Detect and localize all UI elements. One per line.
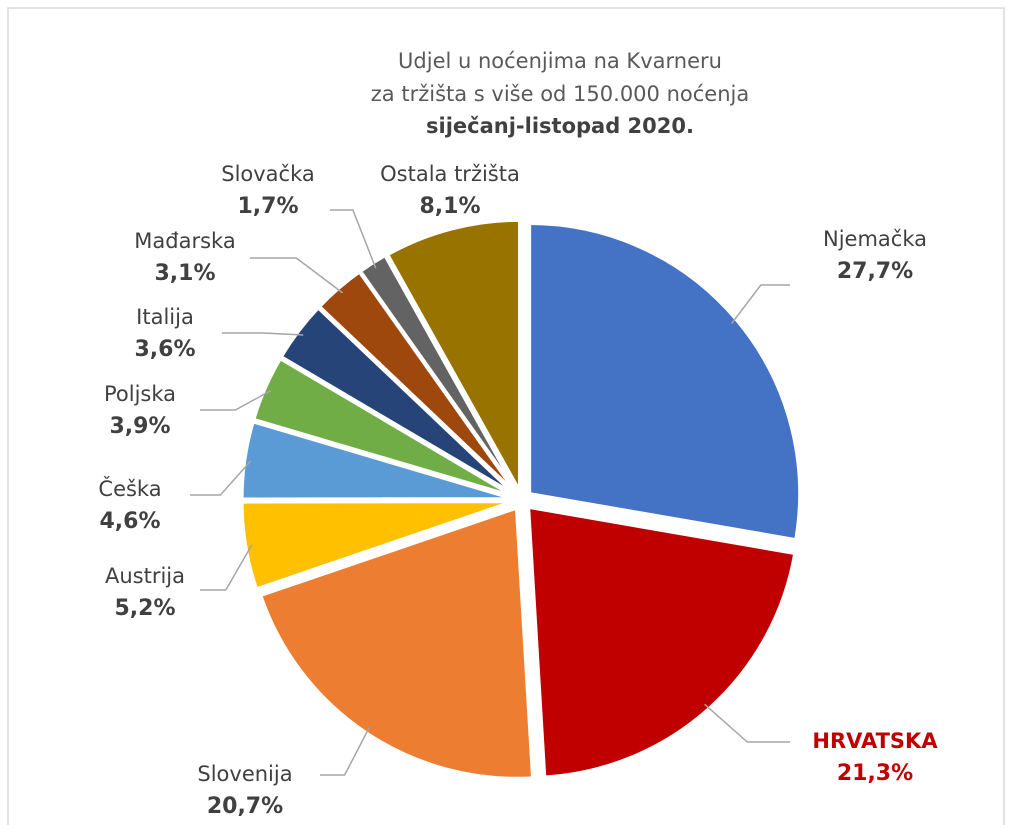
slice <box>252 356 514 498</box>
value-label: 8,1% <box>419 194 480 219</box>
chart-title: za tržišta s više od 150.000 noćenja <box>371 82 749 106</box>
leader-line <box>250 257 344 294</box>
chart-subtitle: siječanj-listopad 2020. <box>426 114 694 138</box>
leader-line <box>222 332 304 336</box>
slice <box>358 253 518 493</box>
value-label: 4,6% <box>99 509 160 534</box>
slice-label: Poljska <box>104 382 176 406</box>
chart-title: Udjel u noćenjima na Kvarneru <box>398 49 722 73</box>
value-label: 27,7% <box>837 259 913 284</box>
frame <box>7 7 1005 825</box>
leader-line <box>200 390 272 411</box>
leader-line <box>704 703 790 743</box>
value-label: 1,7% <box>237 194 298 219</box>
slice-label: Mađarska <box>134 229 235 253</box>
slice-label: Italija <box>136 305 194 329</box>
slice-label: Njemačka <box>823 227 927 251</box>
slice-label: Austrija <box>105 564 185 588</box>
leader-line <box>731 284 790 324</box>
slice-label: HRVATSKA <box>812 729 938 753</box>
leader-line <box>200 544 253 591</box>
leader-line <box>190 460 252 496</box>
leader-line <box>330 209 377 269</box>
slice <box>240 500 513 591</box>
slice <box>528 222 802 542</box>
value-label: 20,7% <box>207 794 283 819</box>
value-label: 5,2% <box>114 596 175 621</box>
slice <box>279 305 516 496</box>
slice-label: Slovačka <box>221 162 315 186</box>
value-label: 3,6% <box>134 337 195 362</box>
slice <box>527 505 797 779</box>
slice <box>385 218 521 497</box>
slice-label: Ostala tržišta <box>380 162 520 186</box>
slice-label: Češka <box>98 476 161 501</box>
slice-label: Slovenija <box>197 762 292 786</box>
slice <box>240 420 513 501</box>
value-label: 3,1% <box>154 261 215 286</box>
slice <box>317 270 517 494</box>
leader-line <box>320 727 370 776</box>
value-label: 3,9% <box>109 414 170 439</box>
value-label: 21,3% <box>837 761 913 786</box>
